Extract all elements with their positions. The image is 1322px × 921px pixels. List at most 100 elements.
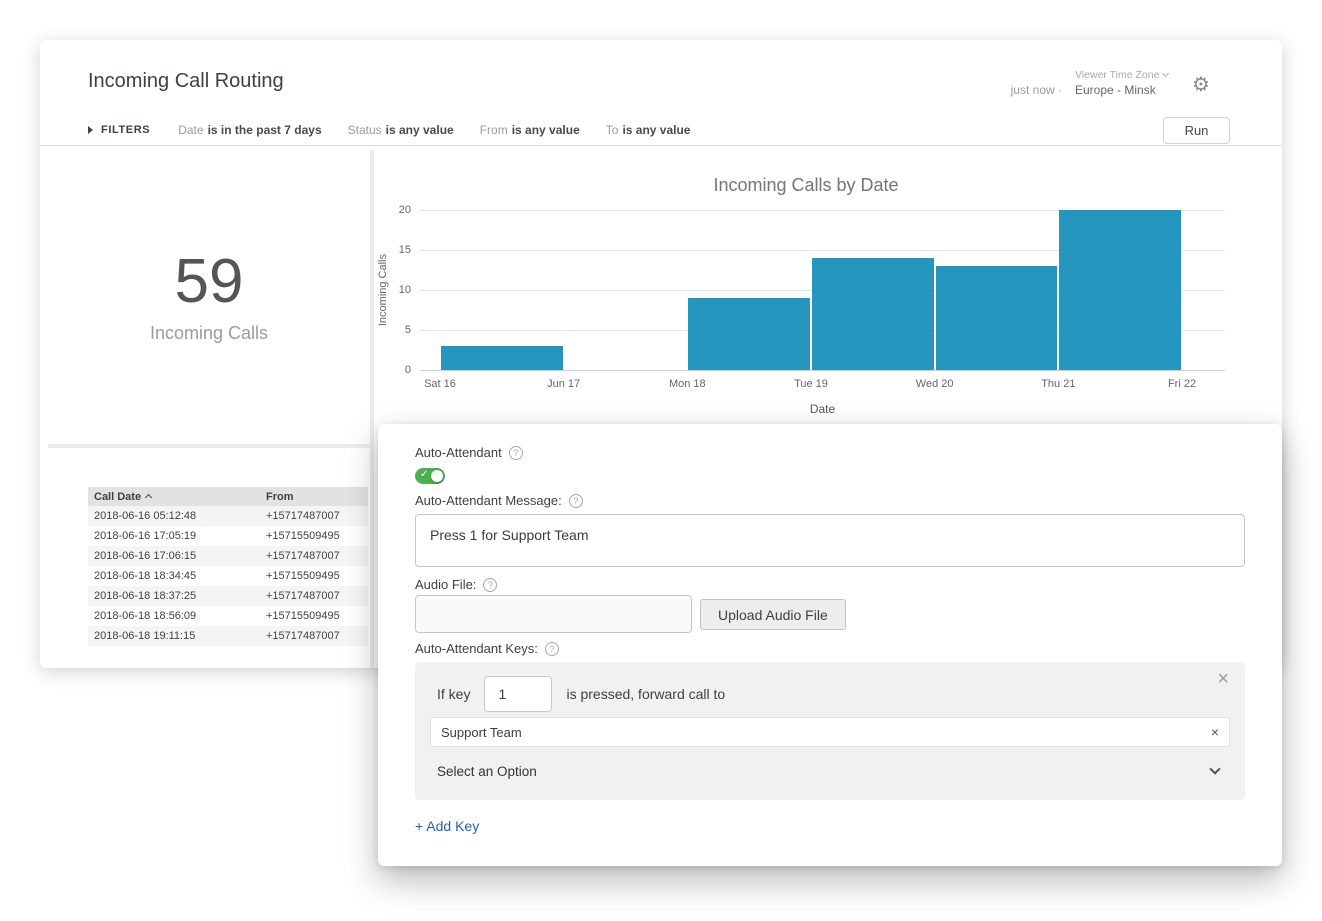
table-row: 2018-06-18 18:37:25 +15717487007 [88,586,368,606]
x-axis-tick-label: Tue 19 [794,378,828,390]
table-cell[interactable]: +15717487007 [266,590,340,602]
table-cell[interactable]: 2018-06-16 17:05:19 [94,530,197,542]
table-cell[interactable]: 2018-06-18 18:37:25 [94,590,197,602]
x-axis-tick-label: Fri 22 [1167,378,1197,390]
help-icon[interactable]: ? [483,577,498,592]
tile-divider-vertical [370,150,374,668]
key-entry-panel: × If key 1 is pressed, forward call to S… [415,662,1245,800]
table-cell[interactable]: +15717487007 [266,630,340,642]
auto-attendant-toggle[interactable]: ✓ [415,468,445,484]
gear-icon[interactable]: ⚙ [1192,74,1210,96]
filter-item[interactable]: Status is any value [348,123,454,137]
chart-gridline [420,210,1225,211]
chart-gridline [420,250,1225,251]
filter-name: From [479,122,508,137]
chart-tile: Incoming Calls by Date Incoming Calls 0 5… [374,150,1238,668]
forward-target-value: Support Team [441,724,522,740]
help-icon[interactable]: ? [544,641,559,656]
last-updated-text: just now · [1010,83,1062,97]
filter-item[interactable]: From is any value [480,123,580,137]
x-axis-tick-label: Mon 18 [668,378,706,390]
add-key-link[interactable]: + Add Key [415,818,480,834]
table-cell[interactable]: +15715509495 [266,570,340,582]
auto-attendant-label: Auto-Attendant ? [415,445,523,460]
column-header-from[interactable]: From [260,491,368,503]
audio-file-label-text: Audio File: [415,577,477,592]
close-icon[interactable]: × [1217,668,1229,690]
filter-item[interactable]: To is any value [606,123,691,137]
filter-list: Date is in the past 7 days Status is any va… [178,123,690,137]
x-axis-tick-label: Thu 21 [1041,378,1076,390]
filter-value: is any value [622,122,691,137]
run-button[interactable]: Run [1163,117,1230,144]
auto-attendant-keys-label-text: Auto-Attendant Keys: [415,641,538,656]
message-label-text: Auto-Attendant Message: [415,493,562,508]
caret-right-icon [88,125,93,134]
key-rule-row: If key 1 is pressed, forward call to [437,676,725,712]
tile-divider-horizontal [48,444,370,448]
filter-name: Date [178,122,204,137]
help-icon[interactable]: ? [568,493,583,508]
key-rule-suffix: is pressed, forward call to [566,686,726,702]
audio-file-input[interactable] [415,595,692,633]
y-axis-tick-label: 15 [398,244,411,256]
filters-toggle[interactable]: FILTERS [88,124,150,136]
auto-attendant-keys-label: Auto-Attendant Keys: ? [415,641,559,656]
table-cell[interactable]: 2018-06-18 19:11:15 [94,630,196,642]
filter-name: Status [347,122,382,137]
key-number-input[interactable]: 1 [484,676,553,712]
table-cell[interactable]: 2018-06-18 18:34:45 [94,570,197,582]
bar-sat-16[interactable] [441,346,563,370]
table-cell[interactable]: +15717487007 [266,510,340,522]
kpi-value: 59 [174,246,244,316]
bar-wed-20[interactable] [935,266,1058,370]
call-table: Call Date From 2018-06-16 05:12:48 +15717… [88,487,368,646]
option-select-placeholder: Select an Option [437,763,537,779]
table-row: 2018-06-18 18:56:09 +15715509495 [88,606,368,626]
table-cell[interactable]: +15715509495 [266,610,340,622]
table-cell[interactable]: +15715509495 [266,530,340,542]
option-select[interactable]: Select an Option [437,757,1223,785]
table-row: 2018-06-18 18:34:45 +15715509495 [88,566,368,586]
y-axis-tick-label: 0 [404,364,411,376]
table-cell[interactable]: +15717487007 [266,550,340,562]
column-header-call-date[interactable]: Call Date [88,491,260,503]
y-axis-tick-label: 20 [398,204,411,216]
bar-mon-18[interactable] [688,298,810,370]
message-input[interactable]: Press 1 for Support Team [415,514,1245,567]
filter-value: is any value [511,122,580,137]
table-header-row: Call Date From [88,487,368,506]
key-rule-prefix: If key [437,686,471,702]
timezone-selector[interactable]: Viewer Time Zone Europe - Minsk [1075,69,1170,97]
help-icon[interactable]: ? [508,445,523,460]
timezone-value: Europe - Minsk [1075,83,1156,97]
x-axis-tick-label: Jun 17 [547,378,581,390]
table-cell[interactable]: 2018-06-16 05:12:48 [94,510,197,522]
remove-target-icon[interactable]: × [1210,724,1219,740]
table-row: 2018-06-16 05:12:48 +15717487007 [88,506,368,526]
bar-tue-19[interactable] [812,258,934,370]
filter-item[interactable]: Date is in the past 7 days [178,123,321,137]
chevron-down-icon [1209,762,1221,775]
table-row: 2018-06-16 17:06:15 +15717487007 [88,546,368,566]
toggle-knob [431,470,443,482]
upload-audio-button[interactable]: Upload Audio File [700,599,846,630]
table-cell[interactable]: 2018-06-18 18:56:09 [94,610,197,622]
chevron-down-icon [1162,69,1170,78]
column-header-label: Call Date [94,490,142,503]
forward-target-field[interactable]: Support Team × [430,717,1230,747]
kpi-label: Incoming Calls [149,322,269,343]
x-axis-label: Date [809,402,836,416]
call-table-body: 2018-06-16 05:12:48 +15717487007 2018-06-1… [88,506,368,646]
dashboard-title: Incoming Call Routing [88,70,284,92]
x-axis-tick-label: Wed 20 [915,378,954,390]
table-cell[interactable]: 2018-06-16 17:06:15 [94,550,197,562]
table-row: 2018-06-18 19:11:15 +15717487007 [88,626,368,646]
chart-gridline [420,370,1225,371]
sort-asc-icon [145,493,153,501]
check-icon: ✓ [420,469,429,480]
auto-attendant-label-text: Auto-Attendant [415,445,502,460]
filter-value: is in the past 7 days [207,122,322,137]
bar-thu-21[interactable] [1059,210,1181,370]
